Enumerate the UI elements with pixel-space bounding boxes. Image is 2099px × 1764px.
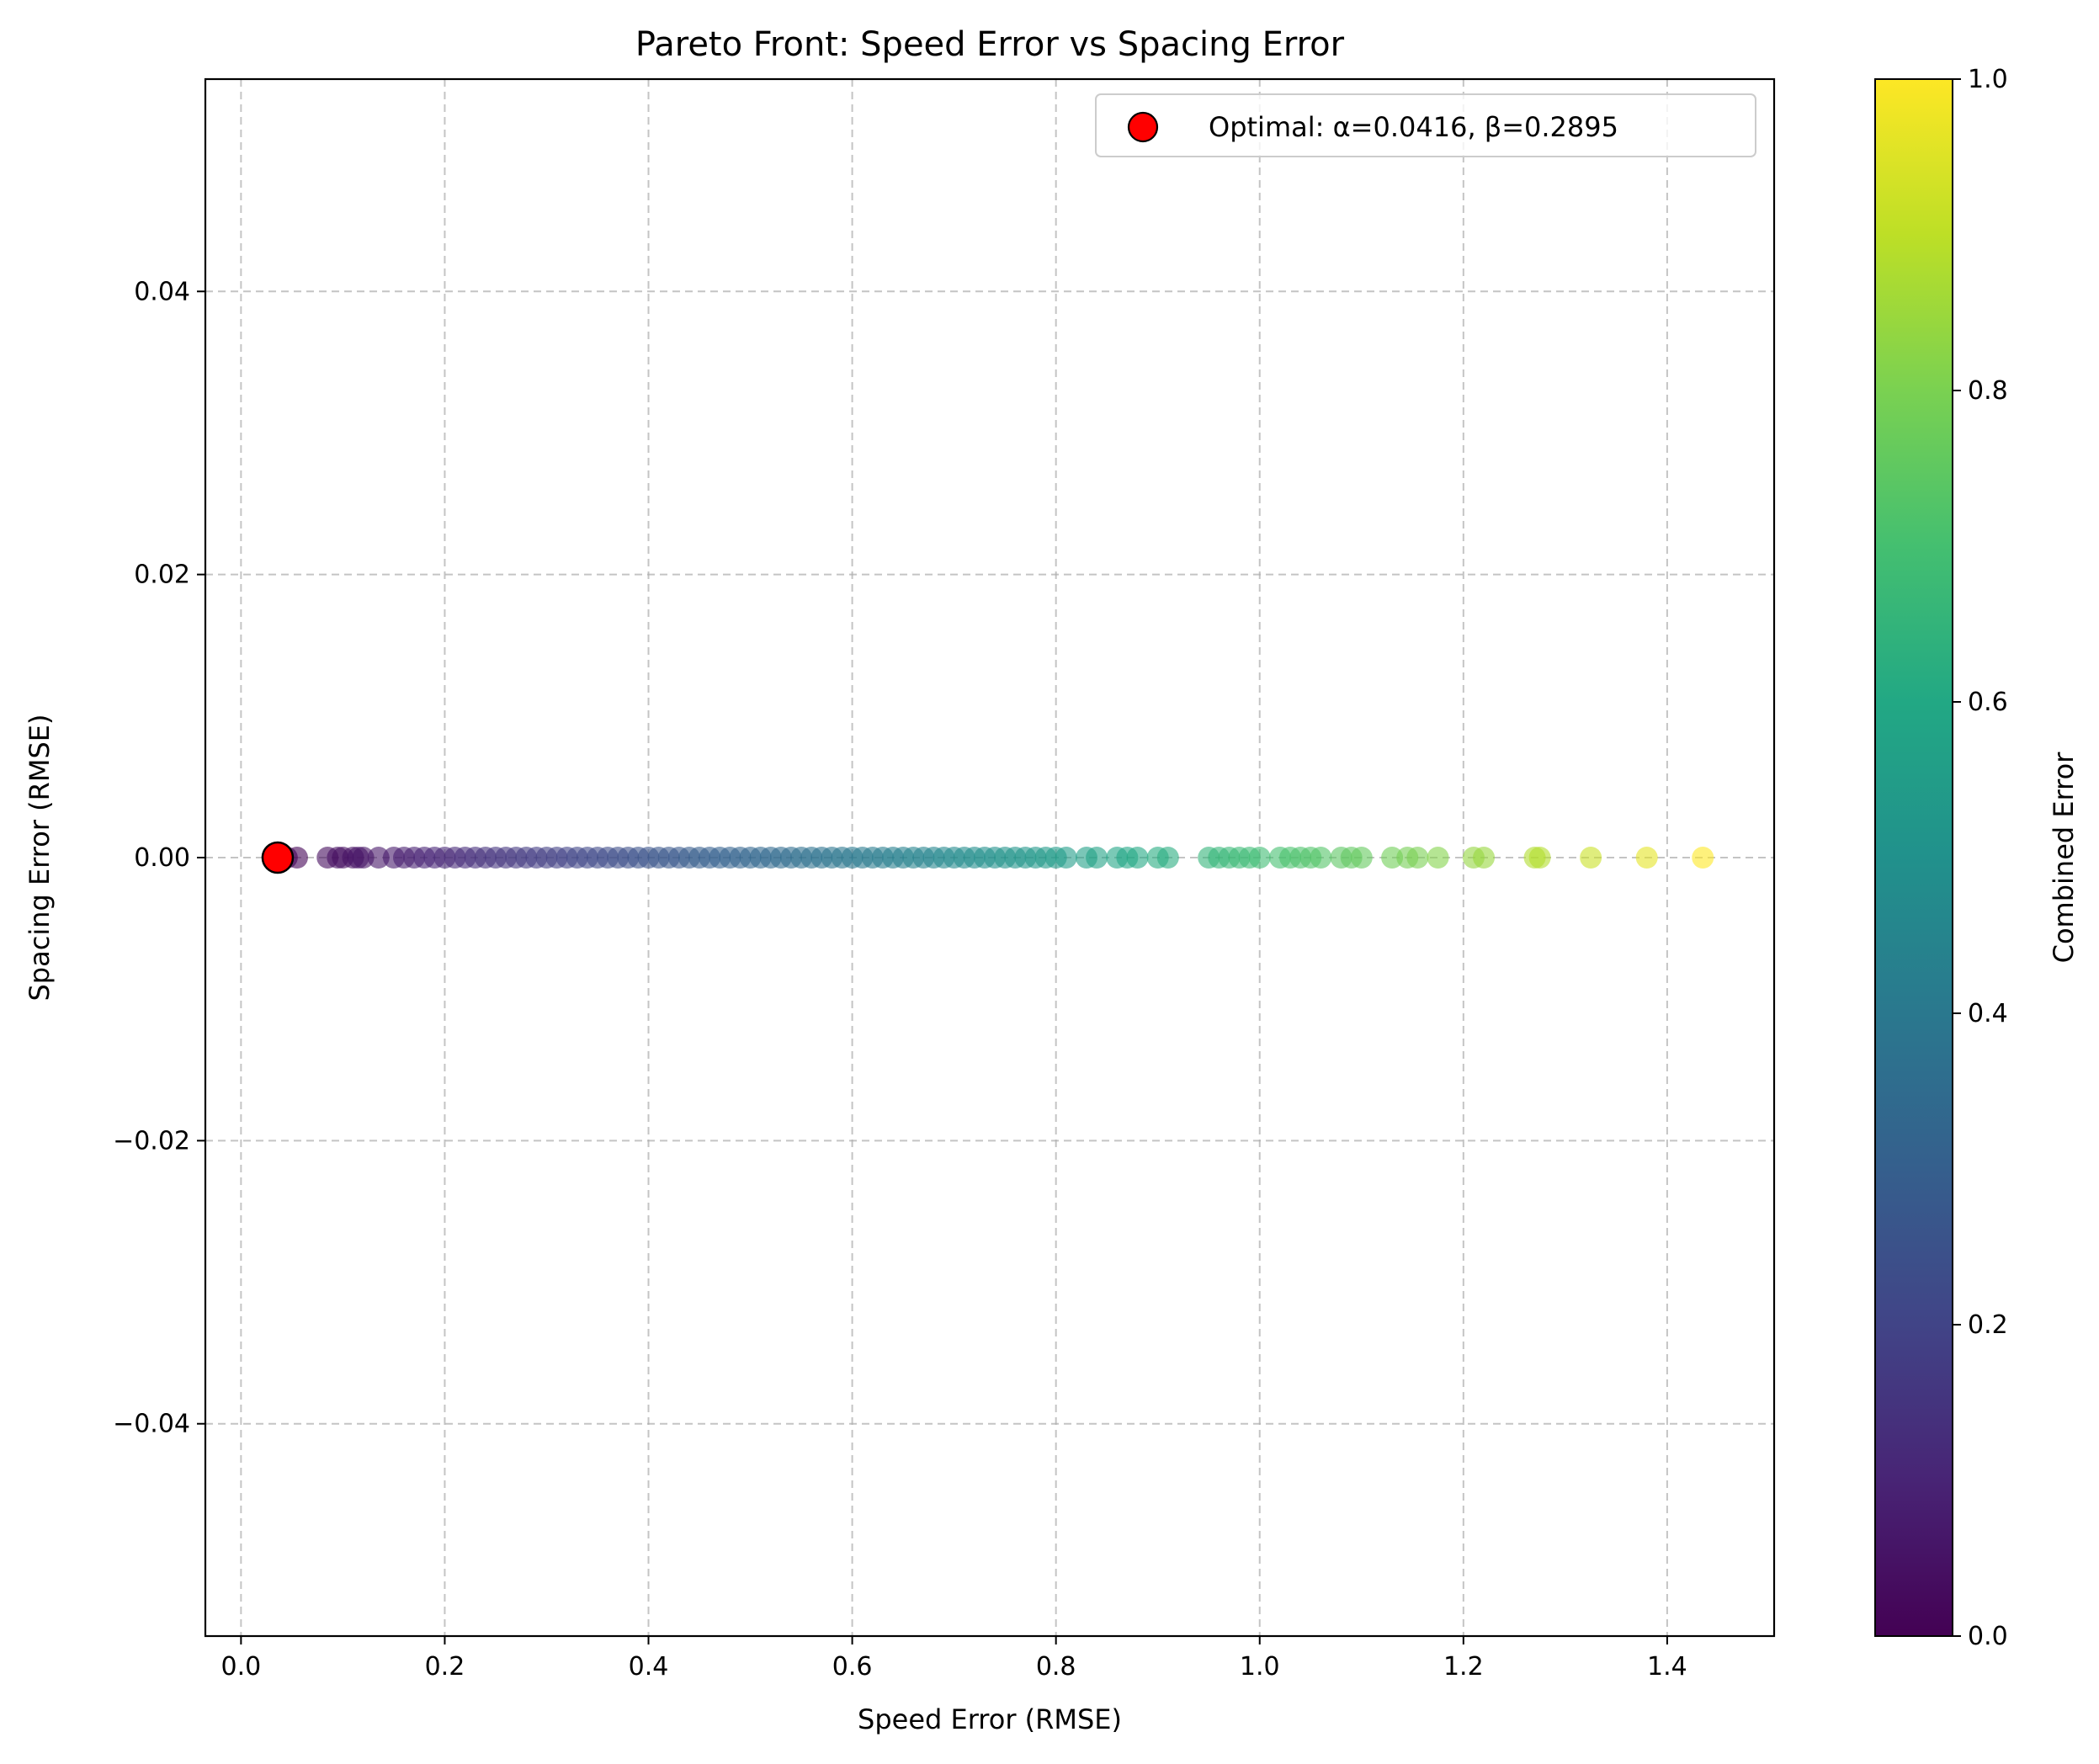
x-tick-label: 1.4 bbox=[1647, 1652, 1687, 1682]
colorbar-ticks: 0.0 0.2 0.4 0.6 0.8 1.0 bbox=[1953, 65, 2008, 1651]
data-point bbox=[1427, 847, 1449, 869]
x-tick-label: 0.4 bbox=[629, 1652, 669, 1682]
data-point bbox=[1635, 847, 1658, 869]
colorbar-tick-label: 0.0 bbox=[1968, 1622, 2008, 1651]
data-point bbox=[1381, 847, 1404, 869]
y-axis-ticks: −0.04 −0.02 0.00 0.02 0.04 bbox=[113, 277, 205, 1439]
x-tick-label: 0.6 bbox=[832, 1652, 873, 1682]
plot-area bbox=[204, 77, 1776, 1638]
data-point bbox=[1406, 847, 1429, 869]
data-point bbox=[1156, 847, 1179, 869]
colorbar-tick-label: 0.6 bbox=[1968, 688, 2008, 717]
y-tick-label: −0.04 bbox=[113, 1410, 190, 1439]
colorbar-tick-label: 1.0 bbox=[1968, 65, 2008, 94]
optimal-point bbox=[261, 841, 295, 874]
data-point bbox=[1126, 847, 1149, 869]
optimal-marker bbox=[261, 841, 295, 874]
data-point bbox=[1086, 847, 1108, 869]
chart-title: Pareto Front: Speed Error vs Spacing Err… bbox=[635, 25, 1345, 64]
colorbar-label: Combined Error bbox=[2048, 752, 2080, 964]
colorbar-gradient bbox=[1874, 78, 1953, 1637]
x-tick-label: 1.2 bbox=[1443, 1652, 1484, 1682]
x-tick-label: 1.0 bbox=[1240, 1652, 1280, 1682]
data-point bbox=[1310, 847, 1332, 869]
y-tick-label: 0.02 bbox=[134, 561, 190, 590]
data-point bbox=[352, 847, 375, 869]
y-tick-label: 0.00 bbox=[134, 843, 190, 873]
colorbar-tick-label: 0.8 bbox=[1968, 376, 2008, 406]
data-points bbox=[275, 847, 1714, 869]
legend: Optimal: α=0.0416, β=0.2895 bbox=[1095, 93, 1756, 157]
data-point bbox=[1692, 847, 1714, 869]
x-axis-ticks: 0.0 0.2 0.4 0.6 0.8 1.0 1.2 1.4 bbox=[221, 1636, 1687, 1682]
data-point bbox=[1055, 847, 1077, 869]
x-tick-label: 0.0 bbox=[221, 1652, 262, 1682]
legend-box bbox=[1095, 93, 1756, 157]
colorbar-tick-label: 0.2 bbox=[1968, 1310, 2008, 1340]
data-point bbox=[1473, 847, 1496, 869]
y-tick-label: 0.04 bbox=[134, 277, 190, 306]
y-axis-label: Spacing Error (RMSE) bbox=[24, 715, 56, 1002]
data-point bbox=[1248, 847, 1271, 869]
colorbar-tick-label: 0.4 bbox=[1968, 999, 2008, 1028]
x-tick-label: 0.8 bbox=[1036, 1652, 1076, 1682]
y-tick-label: −0.02 bbox=[113, 1126, 190, 1156]
legend-marker-optimal bbox=[1127, 111, 1159, 143]
x-tick-label: 0.2 bbox=[425, 1652, 465, 1682]
data-point bbox=[367, 847, 390, 869]
grid-x bbox=[240, 79, 1668, 1636]
colorbar: 0.0 0.2 0.4 0.6 0.8 1.0 Combined Error bbox=[1874, 65, 2080, 1651]
x-axis-label: Speed Error (RMSE) bbox=[858, 1703, 1122, 1735]
data-point bbox=[1528, 847, 1551, 869]
legend-label-optimal: Optimal: α=0.0416, β=0.2895 bbox=[1209, 111, 1618, 143]
data-point bbox=[1350, 847, 1373, 869]
data-point bbox=[1580, 847, 1602, 869]
